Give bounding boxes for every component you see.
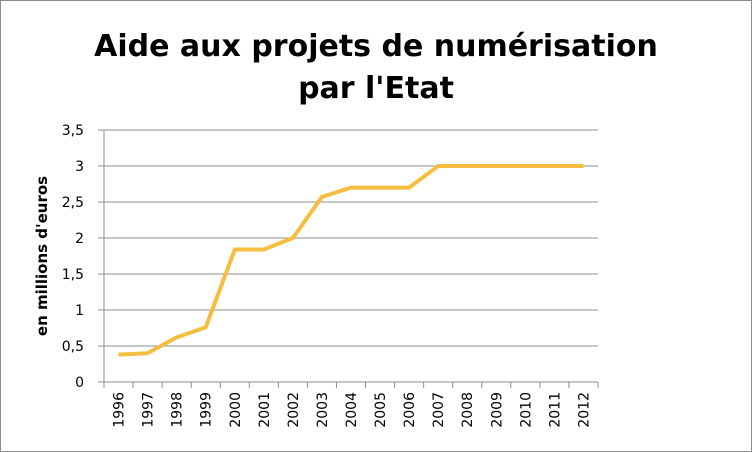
x-tick-label-16: 2012 [576,392,592,428]
y-tick-label-6: 3 [75,159,84,175]
chart-title-line-1: Aide aux projets de numérisation [94,29,658,64]
y-tick-label-4: 2 [75,231,84,247]
x-tick-label-8: 2004 [344,392,360,428]
y-tick-label-0: 0 [75,375,84,391]
series [118,164,584,357]
x-tick-label-4: 2000 [228,392,244,428]
y-tick-labels: 0 0,5 1 1,5 2 2,5 3 3,5 [62,123,84,391]
series-line-0 [118,164,584,357]
x-tick-labels: 1996 1997 1998 1999 2000 2001 2002 2003 2004 2005… [112,392,593,428]
y-tick-label-7: 3,5 [62,123,84,139]
x-tick-label-1: 1997 [141,392,157,428]
y-tick-label-2: 1 [75,303,84,319]
x-tick-label-0: 1996 [112,392,128,428]
chart-title: Aide aux projets de numérisation par l'E… [0,26,752,110]
x-tick-label-10: 2006 [402,392,418,428]
x-tick-label-14: 2010 [518,392,534,428]
x-tick-label-2: 1998 [170,392,186,428]
gridlines [104,129,598,347]
chart-title-line-2: par l'Etat [298,71,454,106]
axes [98,129,599,388]
x-tick-label-6: 2002 [286,392,302,428]
x-tick-label-12: 2008 [460,392,476,428]
x-tick-label-13: 2009 [489,392,505,428]
y-axis-label: en millions d'euros [33,176,51,336]
y-tick-label-5: 2,5 [62,195,84,211]
x-tick-label-3: 1999 [199,392,215,428]
y-tick-label-3: 1,5 [62,267,84,283]
x-tick-label-7: 2003 [315,392,331,428]
x-tick-label-5: 2001 [257,392,273,428]
x-tick-label-9: 2005 [373,392,389,428]
x-tick-label-11: 2007 [431,392,447,428]
y-tick-label-1: 0,5 [62,339,84,355]
x-tick-label-15: 2011 [547,392,563,428]
